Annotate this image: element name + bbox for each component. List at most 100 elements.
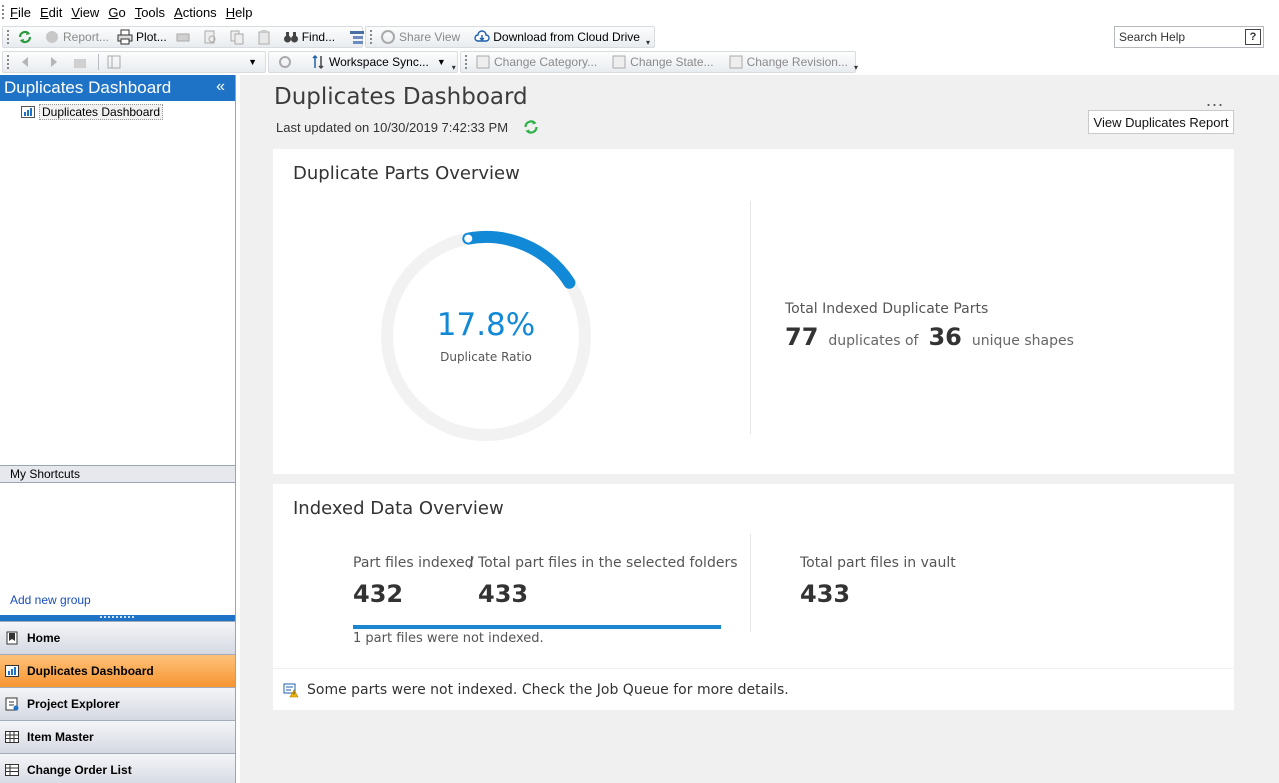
- navigation-pane-title: Duplicates Dashboard: [4, 78, 172, 97]
- download-cloud-button[interactable]: Download from Cloud Drive: [470, 27, 644, 47]
- dashboard-icon: [21, 106, 35, 118]
- donut-chart: [381, 231, 591, 441]
- toolbar-overflow-arrow[interactable]: ▾: [451, 63, 456, 72]
- workspace-icon: [279, 56, 291, 68]
- collapse-pane-button[interactable]: «: [216, 78, 225, 95]
- duplicate-ratio-donut: 17.8% Duplicate Ratio: [379, 229, 593, 443]
- change-state-button[interactable]: Change State...: [607, 52, 717, 72]
- donut-arc: [462, 231, 576, 289]
- menu-go[interactable]: Go: [108, 4, 126, 20]
- standard-toolbar: Report... Plot... Find... ▾: [2, 26, 378, 48]
- nav-project-explorer[interactable]: Project Explorer: [0, 687, 235, 720]
- workspace-settings-button[interactable]: [273, 52, 300, 72]
- card-divider: [750, 201, 751, 434]
- share-view-icon: [381, 30, 396, 44]
- sync-arrows-icon: [312, 54, 324, 70]
- up-folder-button[interactable]: [68, 52, 95, 72]
- menu-edit[interactable]: Edit: [39, 4, 63, 20]
- menu-view[interactable]: View: [71, 4, 100, 20]
- navigation-pane-header: Duplicates Dashboard «: [0, 75, 235, 101]
- refresh-button[interactable]: [13, 27, 40, 47]
- nav-change-order-list[interactable]: Change Order List: [0, 753, 235, 783]
- dashboard-main: Duplicates Dashboard Last updated on 10/…: [240, 75, 1279, 783]
- help-icon[interactable]: ?: [1245, 29, 1261, 45]
- nav-duplicates-dashboard-label: Duplicates Dashboard: [27, 664, 154, 678]
- tree-view-button[interactable]: [345, 27, 372, 47]
- warning-text: Some parts were not indexed. Check the J…: [307, 681, 789, 698]
- search-help-placeholder: Search Help: [1119, 30, 1186, 44]
- menu-actions[interactable]: Actions: [174, 4, 217, 20]
- back-arrow-icon: [22, 57, 28, 67]
- forward-button[interactable]: [41, 52, 68, 72]
- nav-home[interactable]: Home: [0, 621, 235, 654]
- total-indexed-duplicates-label: Total Indexed Duplicate Parts: [785, 301, 989, 317]
- pane-icon: [107, 55, 121, 69]
- print-preview-button[interactable]: [198, 27, 225, 47]
- navigation-pane: Duplicates Dashboard « Duplicates Dashbo…: [0, 75, 236, 783]
- add-new-group-link[interactable]: Add new group: [10, 593, 91, 607]
- printer-icon: [117, 29, 133, 45]
- refresh-icon[interactable]: [522, 118, 540, 136]
- toolbar-overflow-arrow[interactable]: ▾: [645, 38, 650, 47]
- toolbar-row-2: ▼ Workspace Sync... ▼ ▾ Change Category.…: [2, 50, 858, 74]
- menu-help[interactable]: Help: [225, 4, 253, 20]
- paste-button[interactable]: [252, 27, 279, 47]
- nav-item-master[interactable]: Item Master: [0, 720, 235, 753]
- duplicate-ratio-value: 17.8%: [436, 307, 536, 343]
- change-revision-button[interactable]: Change Revision...: [724, 52, 852, 72]
- address-dropdown-button[interactable]: ▼: [248, 57, 257, 67]
- find-button[interactable]: Find...: [279, 27, 339, 47]
- nav-duplicates-dashboard[interactable]: Duplicates Dashboard: [0, 654, 235, 687]
- page-title: Duplicates Dashboard: [274, 84, 528, 110]
- not-indexed-note: 1 part files were not indexed.: [353, 631, 544, 646]
- back-button[interactable]: [14, 52, 41, 72]
- indexed-data-overview-title: Indexed Data Overview: [293, 498, 504, 519]
- duplicate-ratio-label: Duplicate Ratio: [440, 350, 532, 364]
- print-button[interactable]: [171, 27, 198, 47]
- toolbar-grip: [7, 55, 10, 69]
- more-options-button[interactable]: ...: [1206, 90, 1225, 110]
- toolbar-overflow-arrow[interactable]: ▾: [853, 63, 858, 72]
- donut-start-marker: [464, 234, 473, 243]
- last-updated-row: Last updated on 10/30/2019 7:42:33 PM: [276, 118, 540, 136]
- nav-home-label: Home: [27, 631, 61, 645]
- view-duplicates-report-button[interactable]: View Duplicates Report: [1088, 110, 1234, 134]
- share-view-button[interactable]: Share View: [376, 27, 464, 47]
- navigation-toolbar: ▼: [2, 51, 266, 73]
- tree-item-duplicates-dashboard[interactable]: Duplicates Dashboard: [20, 104, 235, 120]
- change-state-label: Change State...: [630, 55, 714, 69]
- pane-toggle-button[interactable]: [102, 52, 129, 72]
- duplicate-parts-overview-title: Duplicate Parts Overview: [293, 163, 520, 184]
- slash-separator: /: [469, 555, 474, 571]
- unique-shapes-label: unique shapes: [971, 333, 1074, 349]
- search-help-input[interactable]: Search Help ?: [1114, 26, 1264, 48]
- part-files-indexed-label: Part files indexed: [353, 555, 474, 571]
- copy-button[interactable]: [225, 27, 252, 47]
- unique-shapes-count: 36: [928, 323, 962, 351]
- menu-tools[interactable]: Tools: [134, 4, 166, 20]
- menu-file[interactable]: File: [10, 4, 31, 20]
- copy-icon: [230, 30, 244, 45]
- toolbar-grip: [7, 30, 9, 44]
- cloud-download-icon: [474, 30, 490, 42]
- up-folder-icon: [74, 59, 86, 68]
- paste-icon: [258, 30, 270, 45]
- total-part-files-vault-value: 433: [800, 580, 851, 608]
- lifecycle-toolbar: Change Category... Change State... Chang…: [460, 51, 858, 73]
- duplicates-count: 77: [785, 323, 819, 351]
- report-label: Report...: [63, 30, 110, 44]
- chevron-down-icon: ▼: [436, 57, 446, 67]
- toolbar-grip: [465, 55, 467, 69]
- plot-button[interactable]: Plot...: [113, 27, 171, 47]
- forward-arrow-icon: [51, 57, 57, 67]
- nav-item-master-label: Item Master: [27, 730, 94, 744]
- duplicates-of-text: duplicates of: [828, 333, 919, 349]
- print-icon: [176, 33, 190, 42]
- change-category-button[interactable]: Change Category...: [471, 52, 601, 72]
- report-button[interactable]: Report...: [40, 27, 113, 47]
- nav-project-explorer-label: Project Explorer: [27, 697, 120, 711]
- binoculars-icon: [283, 32, 298, 43]
- workspace-sync-button[interactable]: Workspace Sync... ▼: [306, 52, 450, 72]
- pane-splitter[interactable]: [0, 615, 235, 621]
- tree-view-icon: [350, 31, 365, 44]
